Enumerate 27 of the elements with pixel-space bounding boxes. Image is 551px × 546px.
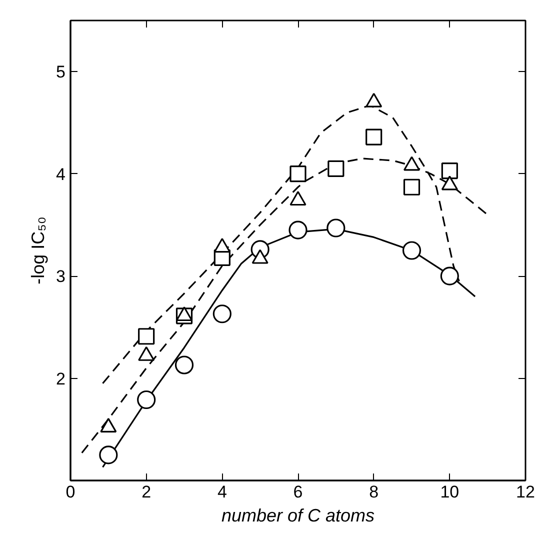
x-axis-title: number of C atoms <box>221 506 375 526</box>
x-tick-label: 0 <box>66 482 76 502</box>
point <box>441 162 458 180</box>
point <box>290 166 306 182</box>
point <box>212 304 232 324</box>
y-tick-label: 5 <box>56 62 66 82</box>
x-tick-label: 10 <box>440 482 460 502</box>
x-tick-label: 8 <box>369 482 379 502</box>
point <box>403 178 420 196</box>
y-tick-label: 2 <box>56 369 66 388</box>
point <box>440 266 459 286</box>
point <box>328 160 344 178</box>
x-tick-label: 12 <box>516 482 535 502</box>
y-axis-title: -log IC₅₀ <box>28 216 48 284</box>
point <box>288 220 308 240</box>
point <box>326 218 346 238</box>
x-tick-label: 4 <box>217 482 227 502</box>
point <box>402 241 422 260</box>
point <box>99 446 118 464</box>
point <box>174 356 194 374</box>
x-tick-label: 2 <box>142 482 152 502</box>
y-tick-label: 3 <box>56 267 66 286</box>
point <box>137 390 156 410</box>
point <box>366 128 382 146</box>
x-tick-label: 6 <box>293 482 303 502</box>
y-tick-label: 4 <box>56 164 66 184</box>
point <box>138 328 155 345</box>
